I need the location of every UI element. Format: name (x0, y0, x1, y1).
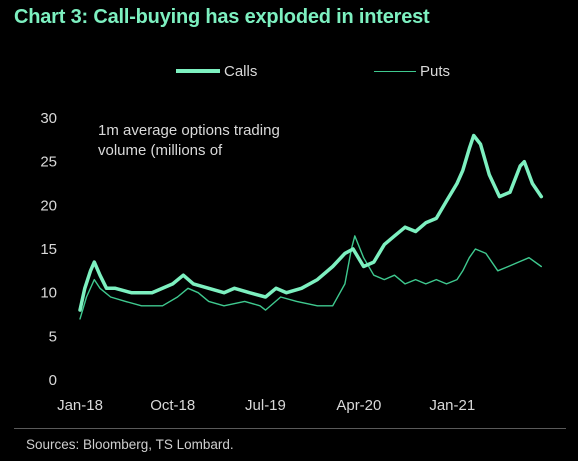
legend-label-puts: Puts (420, 62, 451, 80)
x-tick-label: Apr-20 (336, 397, 381, 414)
legend-item-puts: Puts (374, 60, 450, 82)
chart-title: Chart 3: Call-buying has exploded in int… (14, 6, 430, 28)
annotation-line-1: 1m average options trading (98, 122, 280, 139)
legend-swatch-calls (176, 69, 220, 73)
y-tick-label: 0 (49, 372, 57, 389)
y-tick-label: 20 (40, 197, 57, 214)
x-tick-label: Jul-19 (245, 397, 286, 414)
chart-source: Sources: Bloomberg, TS Lombard. (26, 437, 234, 452)
source-divider (14, 428, 566, 429)
y-tick-label: 5 (49, 328, 57, 345)
x-tick-label: Jan-18 (57, 397, 103, 414)
y-tick-label: 30 (40, 110, 57, 127)
y-tick-label: 10 (40, 285, 57, 302)
chart-annotation: 1m average options trading volume (milli… (98, 121, 358, 161)
y-tick-label: 15 (40, 241, 57, 258)
legend-label-calls: Calls (224, 62, 258, 80)
legend-item-calls: Calls (176, 60, 257, 82)
annotation-line-2: volume (millions of (98, 142, 223, 159)
x-tick-label: Jan-21 (429, 397, 475, 414)
series-line-calls (78, 133, 544, 312)
legend-swatch-puts (374, 70, 416, 72)
x-tick-label: Oct-18 (150, 397, 195, 414)
series-line-puts (79, 235, 542, 320)
y-tick-label: 25 (40, 154, 57, 171)
